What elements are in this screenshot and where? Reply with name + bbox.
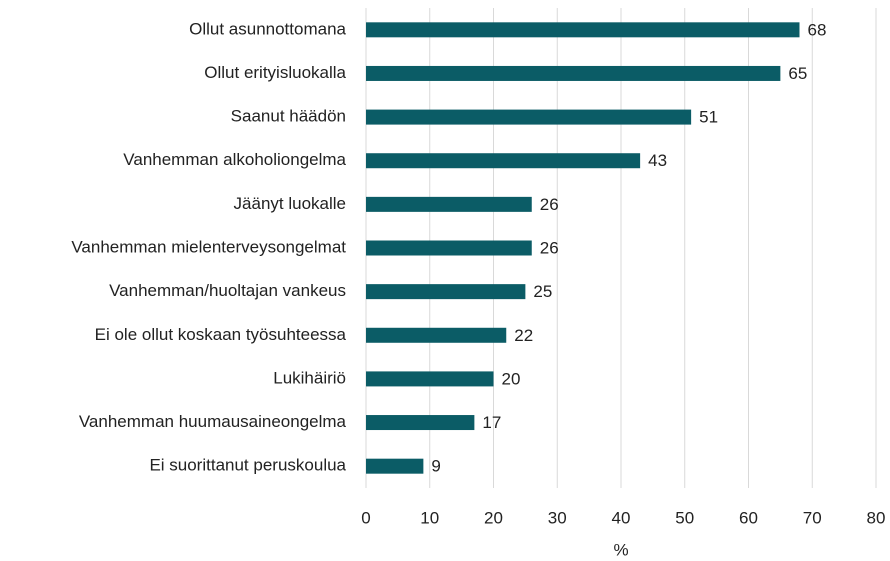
value-label: 17 xyxy=(482,413,501,432)
x-tick-label: 10 xyxy=(420,508,439,527)
x-tick-label: 20 xyxy=(484,508,503,527)
y-tick-label: Vanhemman alkoholiongelma xyxy=(123,150,346,169)
bar xyxy=(366,371,494,387)
y-tick-label: Ei suorittanut peruskoulua xyxy=(149,456,346,475)
bar xyxy=(366,153,641,169)
value-label: 25 xyxy=(533,282,552,301)
value-label: 65 xyxy=(788,64,807,83)
value-label: 9 xyxy=(431,457,440,476)
y-tick-label: Vanhemman mielenterveysongelmat xyxy=(71,237,346,256)
value-label: 68 xyxy=(808,20,827,39)
x-tick-label: 40 xyxy=(612,508,631,527)
y-tick-label: Vanhemman/huoltajan vankeus xyxy=(109,281,346,300)
x-axis-label: % xyxy=(613,540,628,559)
bar xyxy=(366,240,532,256)
bar xyxy=(366,109,692,125)
value-label: 20 xyxy=(502,369,521,388)
value-label: 26 xyxy=(540,238,559,257)
x-tick-label: 70 xyxy=(803,508,822,527)
x-tick-label: 60 xyxy=(739,508,758,527)
bar xyxy=(366,22,800,38)
bar xyxy=(366,327,507,343)
y-tick-label: Saanut häädön xyxy=(231,107,346,126)
bar xyxy=(366,65,781,81)
value-label: 22 xyxy=(514,326,533,345)
bar xyxy=(366,415,475,431)
y-tick-label: Ollut erityisluokalla xyxy=(204,63,346,82)
value-label: 26 xyxy=(540,195,559,214)
y-tick-label: Vanhemman huumausaineongelma xyxy=(79,412,347,431)
y-tick-label: Ei ole ollut koskaan työsuhteessa xyxy=(95,325,347,344)
value-label: 43 xyxy=(648,151,667,170)
x-tick-label: 50 xyxy=(675,508,694,527)
x-tick-label: 0 xyxy=(361,508,370,527)
y-tick-label: Ollut asunnottomana xyxy=(189,19,346,38)
y-tick-label: Jäänyt luokalle xyxy=(234,194,346,213)
x-tick-label: 30 xyxy=(548,508,567,527)
bar xyxy=(366,284,526,300)
bar xyxy=(366,196,532,212)
x-tick-label: 80 xyxy=(867,508,886,527)
value-label: 51 xyxy=(699,108,718,127)
bar xyxy=(366,458,424,474)
y-tick-label: Lukihäiriö xyxy=(273,368,346,387)
